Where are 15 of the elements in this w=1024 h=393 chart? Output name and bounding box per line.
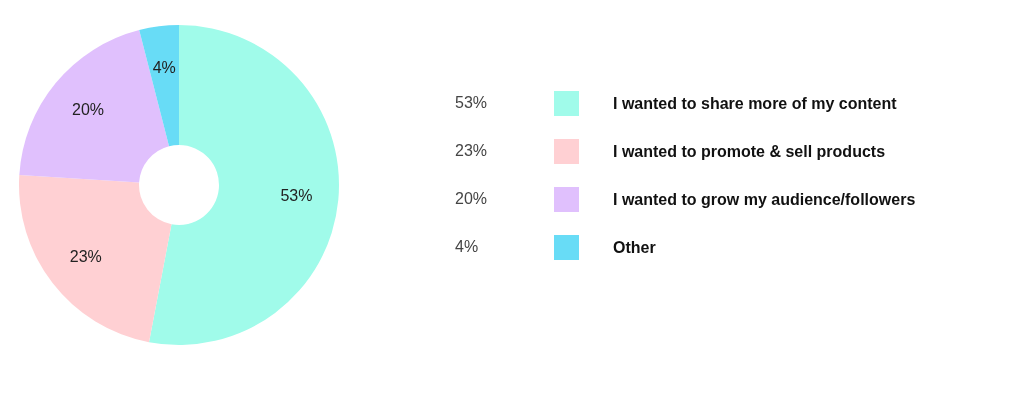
text: 20% — [455, 190, 488, 207]
legend-label: I wanted to promote & sell products — [613, 142, 886, 160]
legend-label: I wanted to grow my audience/followers — [613, 190, 916, 208]
text: 4% — [455, 238, 479, 255]
data-label: 53% — [280, 187, 313, 205]
text: 53% — [455, 94, 488, 111]
donut-slice — [149, 25, 339, 345]
legend-label: I wanted to share more of my content — [613, 94, 898, 112]
donut-slice — [139, 25, 179, 147]
data-label: 23% — [69, 248, 102, 266]
legend-label: Other — [613, 238, 656, 256]
data-label: 20% — [72, 100, 105, 118]
donut-slice — [19, 174, 172, 343]
data-label: 4% — [152, 58, 176, 76]
text: 23% — [455, 142, 488, 159]
